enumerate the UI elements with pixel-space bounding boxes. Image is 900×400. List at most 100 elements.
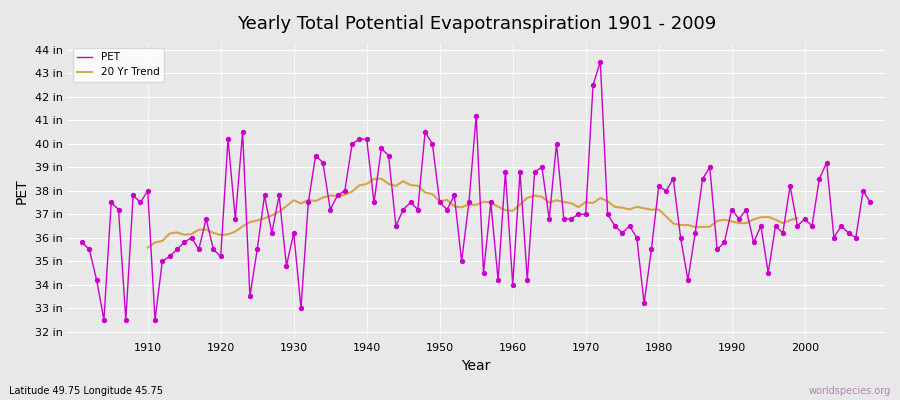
Point xyxy=(236,129,250,135)
20 Yr Trend xyxy=(792,216,803,220)
Point xyxy=(206,246,220,253)
Point xyxy=(184,234,199,241)
Point xyxy=(600,211,615,218)
Point xyxy=(673,234,688,241)
Point xyxy=(396,206,410,213)
Legend: PET, 20 Yr Trend: PET, 20 Yr Trend xyxy=(73,48,164,82)
Point xyxy=(549,141,563,147)
PET xyxy=(515,170,526,174)
Point xyxy=(316,159,330,166)
Point xyxy=(564,216,579,222)
Point xyxy=(644,246,659,253)
X-axis label: Year: Year xyxy=(462,359,490,373)
Point xyxy=(382,152,396,159)
Point xyxy=(586,82,600,88)
Point xyxy=(279,263,293,269)
Point xyxy=(703,164,717,170)
Point xyxy=(746,239,760,246)
Point xyxy=(688,230,702,236)
Point xyxy=(469,112,483,119)
Point xyxy=(265,230,279,236)
20 Yr Trend xyxy=(602,199,613,204)
Point xyxy=(535,164,549,170)
Point xyxy=(162,253,176,260)
Point xyxy=(177,239,192,246)
Point xyxy=(622,223,636,229)
Point xyxy=(112,206,126,213)
PET xyxy=(865,200,876,205)
Point xyxy=(433,199,447,206)
Point xyxy=(710,246,724,253)
Title: Yearly Total Potential Evapotranspiration 1901 - 2009: Yearly Total Potential Evapotranspiratio… xyxy=(237,15,716,33)
PET xyxy=(609,224,620,228)
PET xyxy=(303,200,314,205)
Point xyxy=(330,192,345,199)
Line: 20 Yr Trend: 20 Yr Trend xyxy=(148,179,797,248)
Point xyxy=(732,216,746,222)
Point xyxy=(440,206,454,213)
Point xyxy=(739,206,753,213)
Point xyxy=(805,223,819,229)
Point xyxy=(220,136,235,142)
Point xyxy=(192,246,206,253)
Point xyxy=(849,234,863,241)
Point xyxy=(615,230,629,236)
Point xyxy=(652,183,666,189)
Point xyxy=(403,199,418,206)
Point xyxy=(506,282,520,288)
Point xyxy=(637,300,652,306)
Point xyxy=(812,176,826,182)
Point xyxy=(769,223,783,229)
Point xyxy=(359,136,374,142)
Point xyxy=(338,188,352,194)
Point xyxy=(542,216,556,222)
Point xyxy=(572,211,586,218)
Point xyxy=(228,216,242,222)
Point xyxy=(776,230,790,236)
20 Yr Trend xyxy=(142,245,153,250)
Point xyxy=(630,234,644,241)
Point xyxy=(104,199,119,206)
Point xyxy=(425,141,439,147)
Point xyxy=(140,188,155,194)
Point xyxy=(827,234,842,241)
PET xyxy=(76,240,87,245)
Point xyxy=(410,206,425,213)
PET xyxy=(142,188,153,193)
PET xyxy=(98,318,109,322)
Point xyxy=(286,230,301,236)
Text: Latitude 49.75 Longitude 45.75: Latitude 49.75 Longitude 45.75 xyxy=(9,386,163,396)
Text: worldspecies.org: worldspecies.org xyxy=(809,386,891,396)
Point xyxy=(797,216,812,222)
PET xyxy=(595,59,606,64)
Point xyxy=(527,169,542,175)
Point xyxy=(856,188,870,194)
20 Yr Trend xyxy=(689,224,700,229)
Point xyxy=(345,141,359,147)
Point xyxy=(724,206,739,213)
Point xyxy=(819,159,833,166)
Point xyxy=(250,246,265,253)
Point xyxy=(447,192,462,199)
Point xyxy=(680,277,695,283)
Point xyxy=(863,199,878,206)
Point xyxy=(499,169,513,175)
Point xyxy=(374,145,389,152)
Point xyxy=(302,199,316,206)
Point xyxy=(82,246,96,253)
Point xyxy=(89,277,104,283)
Point xyxy=(666,176,680,182)
Point xyxy=(842,230,856,236)
Point xyxy=(155,258,169,264)
Point xyxy=(148,317,162,323)
Point xyxy=(309,152,323,159)
Point xyxy=(513,169,527,175)
Point xyxy=(272,192,286,199)
Point xyxy=(834,223,849,229)
Point xyxy=(96,317,111,323)
Y-axis label: PET: PET xyxy=(15,178,29,204)
20 Yr Trend xyxy=(705,224,716,229)
Point xyxy=(659,188,673,194)
Point xyxy=(476,270,491,276)
Point xyxy=(593,58,608,65)
